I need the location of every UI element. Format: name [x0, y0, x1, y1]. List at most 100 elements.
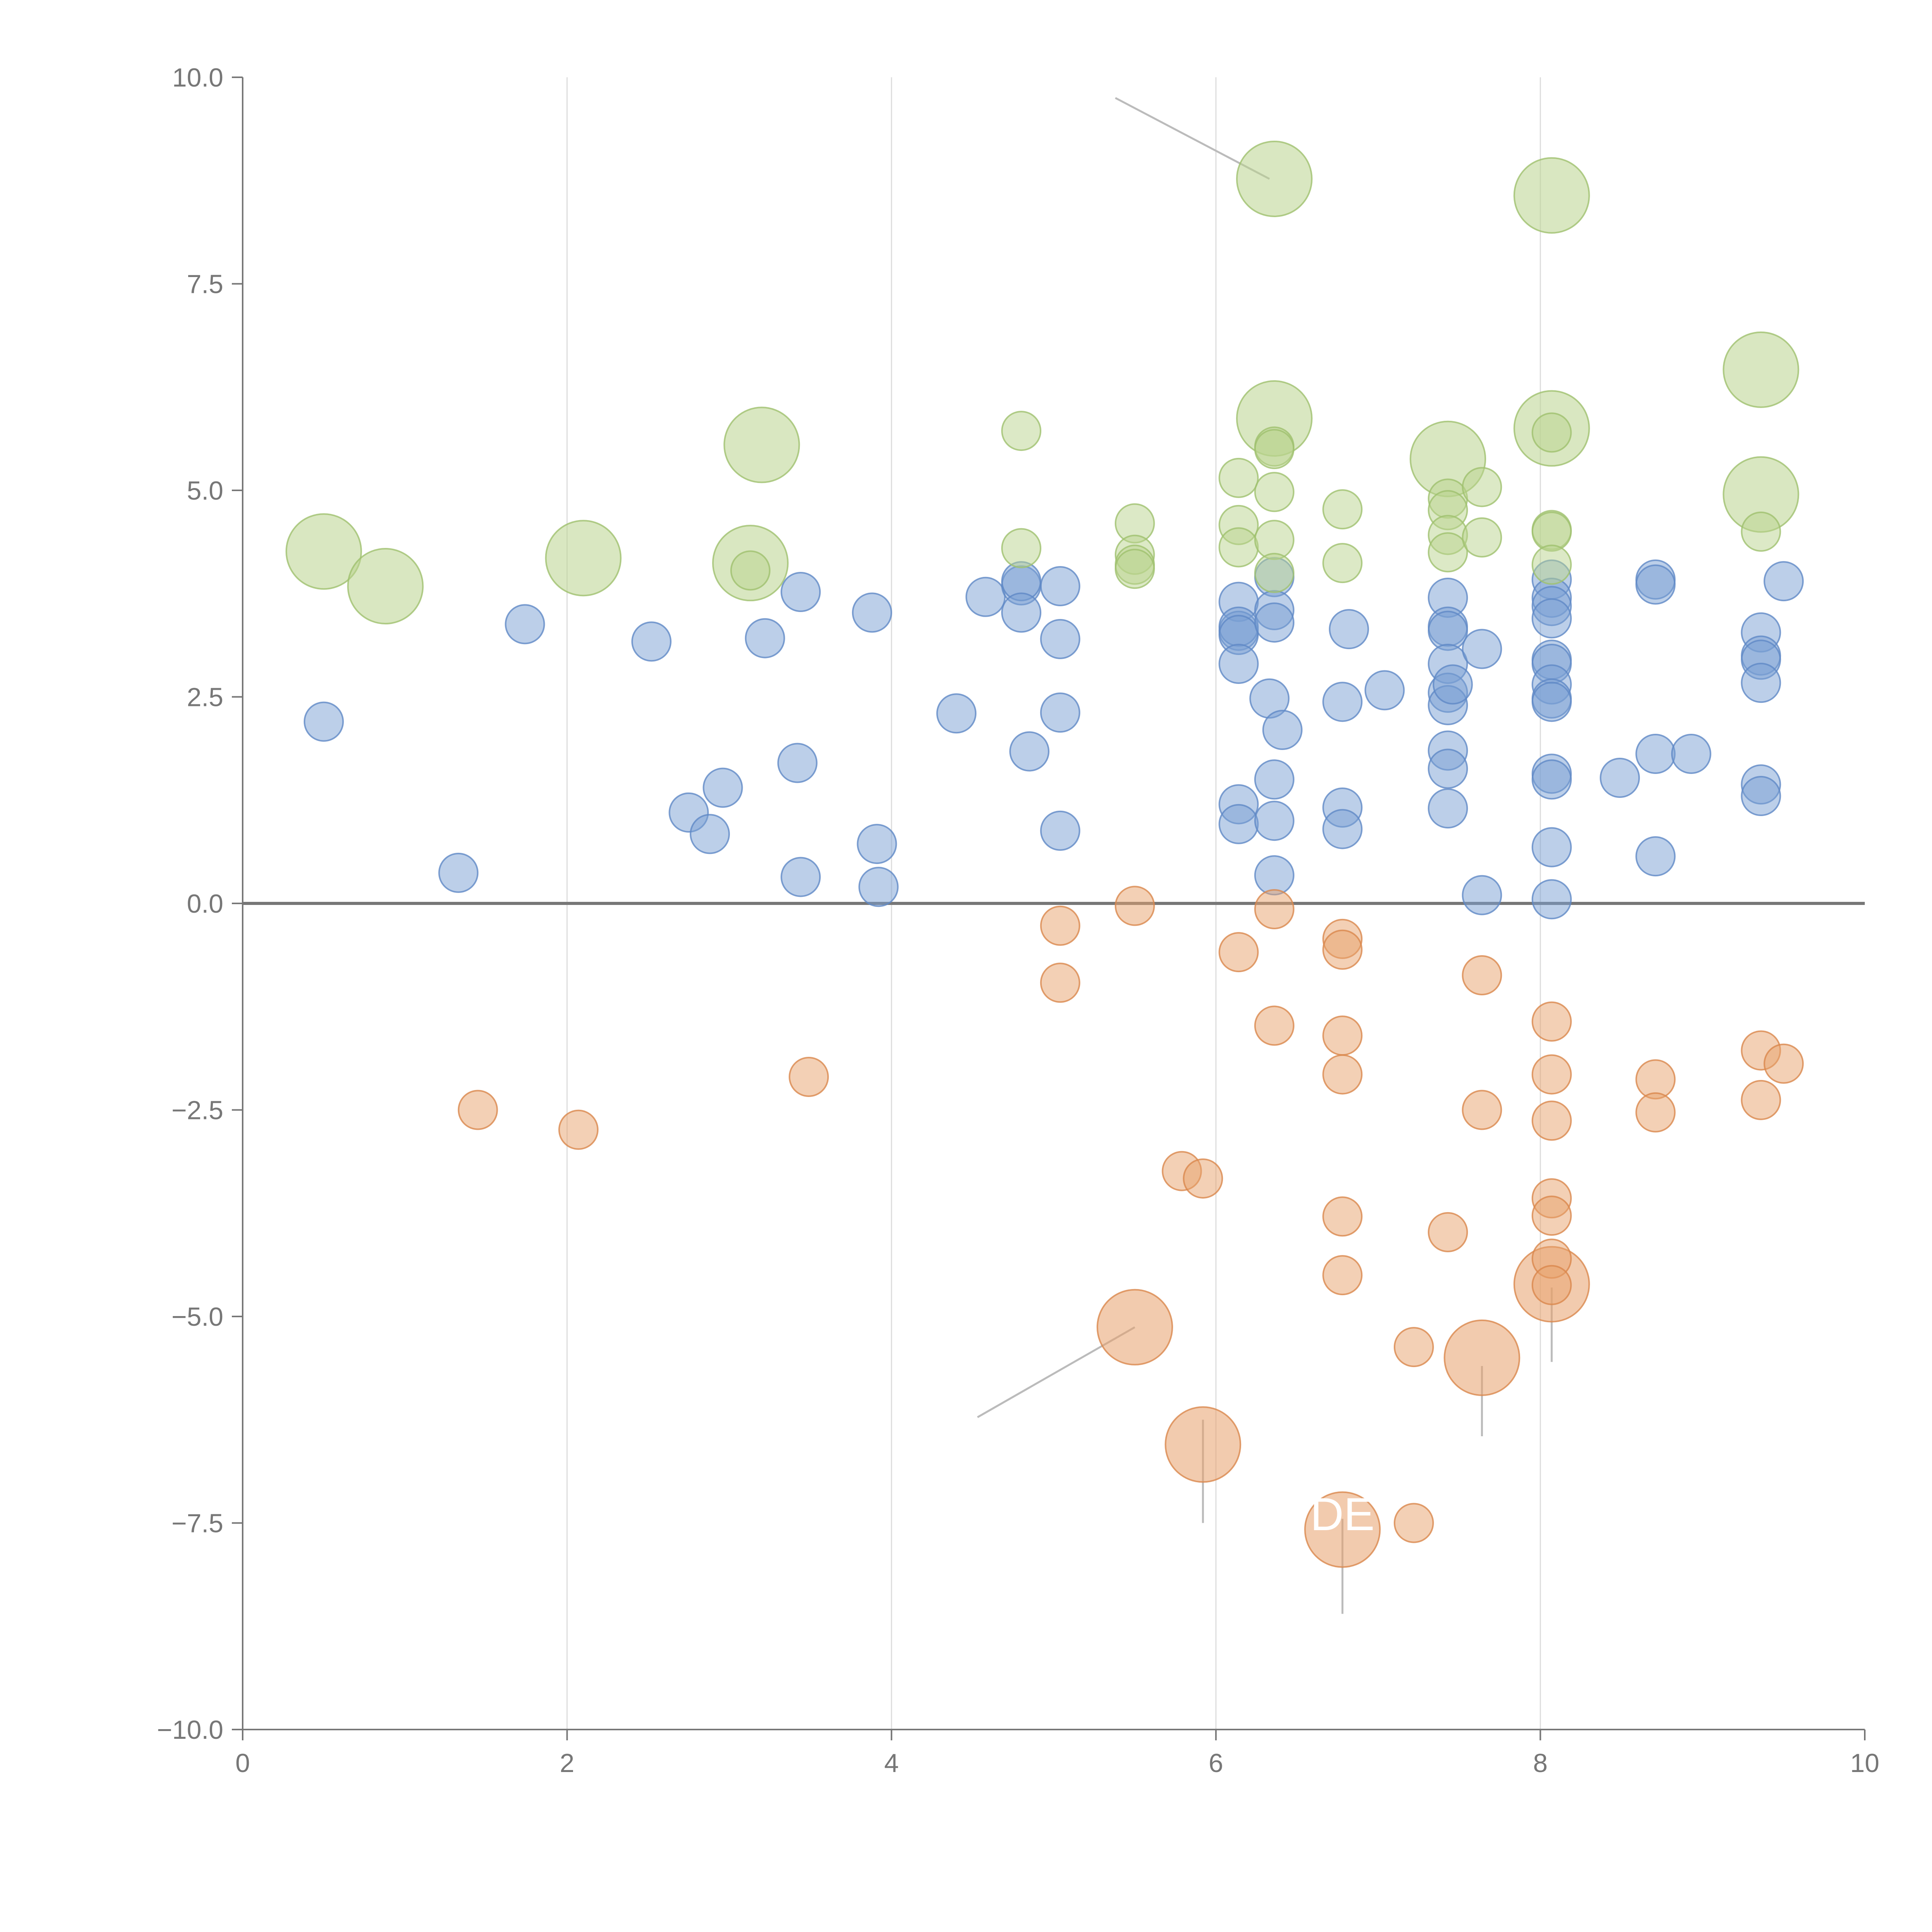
y-tick-label: 7.5 — [187, 270, 223, 299]
orange-small-point — [1531, 1100, 1572, 1141]
y-tick-label: 2.5 — [187, 683, 223, 712]
green-small-point — [1254, 553, 1294, 593]
orange-small-point — [1254, 889, 1294, 929]
y-tick-label: −7.5 — [172, 1509, 223, 1538]
blue-small-point — [1262, 710, 1303, 750]
blue-small-point — [777, 743, 818, 783]
blue-small-point — [1009, 731, 1050, 772]
blue-small-point — [303, 701, 344, 742]
green-small-point — [1001, 528, 1042, 568]
y-tick-label: −5.0 — [172, 1302, 223, 1332]
orange-small-point — [1462, 1090, 1502, 1130]
blue-small-point — [781, 571, 821, 612]
green-large-point — [1236, 140, 1313, 217]
orange-small-point — [1114, 886, 1155, 926]
blue-small-point — [781, 857, 821, 897]
green-large-point — [1513, 157, 1590, 234]
green-small-point — [1462, 467, 1502, 507]
orange-small-point — [1764, 1043, 1804, 1084]
green-large-point — [347, 548, 424, 625]
blue-small-point — [438, 852, 479, 893]
orange-small-point — [1393, 1327, 1434, 1367]
blue-small-point — [1635, 564, 1676, 605]
orange-small-point — [1040, 963, 1080, 1003]
blue-small-point — [1635, 836, 1676, 877]
blue-small-point — [1329, 609, 1369, 650]
blue-small-point — [1462, 629, 1502, 669]
blue-small-point — [858, 867, 899, 907]
orange-small-point — [1218, 932, 1259, 973]
orange-small-point — [1322, 1255, 1363, 1296]
green-large-point — [723, 406, 800, 483]
blue-small-point — [1322, 809, 1363, 849]
green-small-point — [1462, 517, 1502, 558]
blue-small-point — [702, 767, 743, 808]
orange-small-point — [1393, 1503, 1434, 1543]
orange-small-point — [1254, 1005, 1294, 1046]
blue-small-point — [690, 814, 730, 854]
blue-small-point — [1254, 855, 1294, 896]
annotations: DE — [1310, 1488, 1375, 1540]
x-tick-label: 10 — [1850, 1748, 1879, 1778]
orange-small-point — [789, 1056, 829, 1097]
orange-large-point — [1096, 1289, 1173, 1366]
orange-small-point — [1322, 1015, 1363, 1056]
y-tick-label: 5.0 — [187, 476, 223, 505]
green-small-point — [1428, 532, 1468, 573]
orange-small-point — [1531, 1054, 1572, 1095]
orange-small-point — [1462, 955, 1502, 996]
blue-small-point — [505, 604, 545, 645]
green-small-point — [1322, 543, 1363, 583]
orange-small-point — [1531, 1001, 1572, 1042]
blue-small-point — [1671, 734, 1711, 774]
green-small-point — [1322, 489, 1363, 530]
x-tick-label: 4 — [884, 1748, 899, 1778]
blue-small-point — [857, 824, 897, 864]
x-tick-label: 6 — [1209, 1748, 1223, 1778]
orange-large-point — [1165, 1406, 1242, 1483]
blue-small-point — [1428, 748, 1468, 789]
x-tick-label: 2 — [560, 1748, 575, 1778]
orange-small-point — [558, 1109, 599, 1150]
x-tick-label: 0 — [235, 1748, 250, 1778]
blue-small-point — [1218, 804, 1259, 844]
orange-small-point — [1183, 1158, 1223, 1199]
data-points — [285, 140, 1804, 1568]
blue-small-point — [852, 592, 892, 633]
blue-small-point — [936, 693, 977, 734]
orange-small-point — [1635, 1092, 1676, 1133]
blue-small-point — [1531, 879, 1572, 920]
blue-small-point — [1531, 827, 1572, 867]
orange-small-point — [1040, 905, 1080, 946]
x-tick-label: 8 — [1533, 1748, 1548, 1778]
blue-small-point — [1001, 592, 1042, 633]
blue-small-point — [1364, 670, 1405, 711]
blue-small-point — [1254, 602, 1294, 643]
blue-small-point — [1462, 875, 1502, 915]
green-small-point — [1001, 411, 1042, 451]
orange-large-point — [1444, 1319, 1520, 1396]
blue-small-point — [1531, 759, 1572, 800]
orange-small-point — [1322, 929, 1363, 970]
blue-small-point — [1218, 643, 1259, 684]
green-large-point — [285, 513, 362, 590]
axes — [232, 77, 1866, 1740]
blue-small-point — [1764, 561, 1804, 602]
blue-small-point — [1040, 619, 1080, 659]
blue-small-point — [631, 621, 672, 662]
green-large-point — [1723, 331, 1799, 408]
blue-small-point — [1040, 810, 1080, 851]
green-small-point — [1531, 544, 1572, 585]
green-small-point — [1218, 457, 1259, 498]
green-small-point — [1254, 429, 1294, 469]
green-small-point — [730, 550, 770, 591]
blue-small-point — [1040, 692, 1080, 733]
blue-small-point — [745, 618, 785, 658]
orange-large-point — [1304, 1491, 1381, 1568]
y-tick-label: 10.0 — [172, 63, 223, 92]
y-tick-label: −2.5 — [172, 1096, 223, 1125]
green-small-point — [1114, 549, 1155, 589]
blue-small-point — [1432, 664, 1473, 705]
y-tick-label: −10.0 — [157, 1715, 223, 1745]
